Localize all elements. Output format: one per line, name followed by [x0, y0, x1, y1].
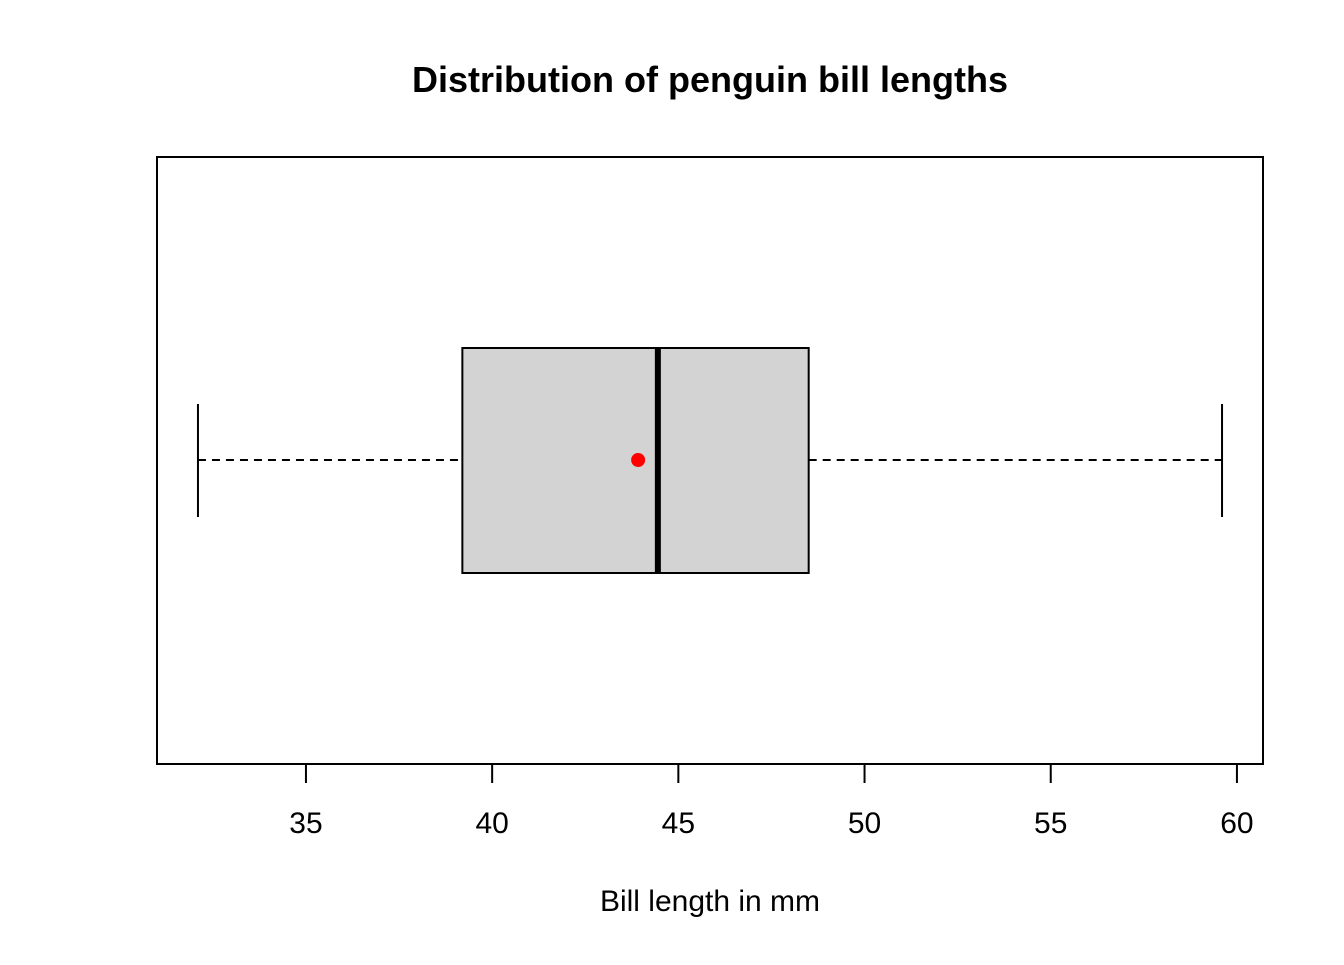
x-tick-label: 40: [475, 807, 508, 840]
boxplot-group: [196, 347, 1224, 574]
x-axis-label: Bill length in mm: [600, 885, 820, 918]
x-tick-label: 45: [662, 807, 695, 840]
x-tick-label: 55: [1034, 807, 1067, 840]
x-axis: 35 40 45 50 55 60: [289, 763, 1254, 840]
mean-point: [631, 453, 646, 467]
x-tick-label: 50: [848, 807, 881, 840]
x-tick-label: 60: [1220, 807, 1253, 840]
x-tick-label: 35: [289, 807, 322, 840]
chart-title: Distribution of penguin bill lengths: [412, 59, 1008, 100]
